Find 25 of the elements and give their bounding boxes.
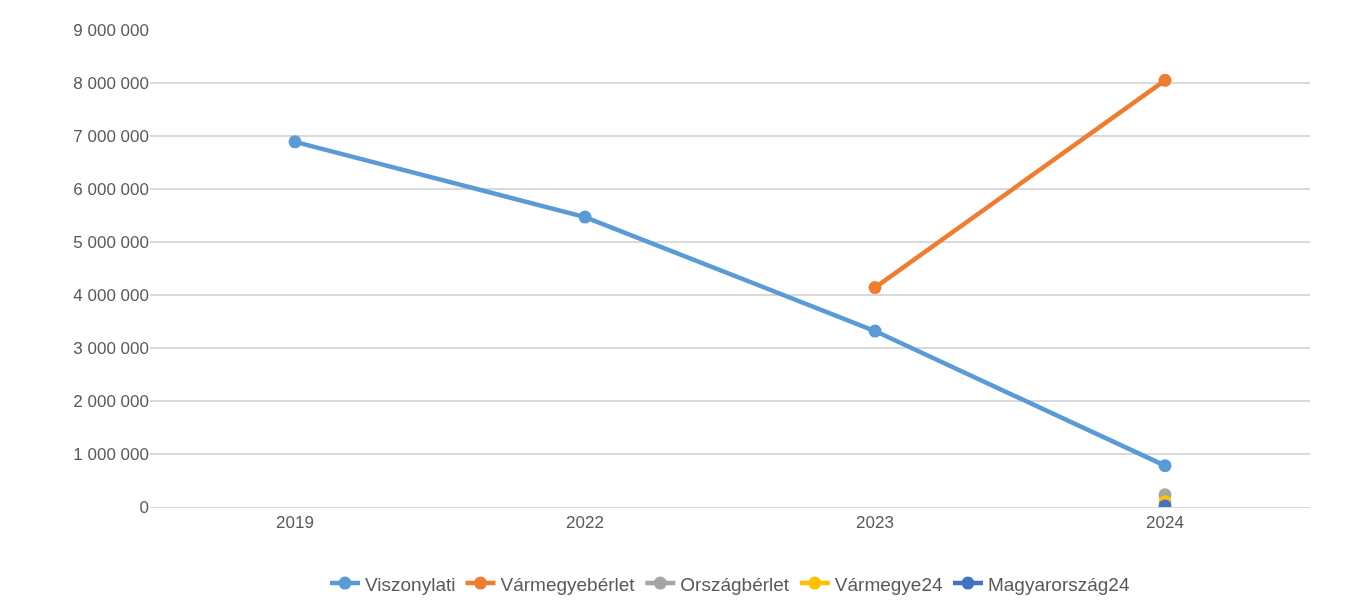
y-tick-label: 1 000 000	[73, 444, 149, 464]
point	[868, 324, 882, 338]
y-tick-label: 6 000 000	[73, 179, 149, 199]
y-tick-label: 5 000 000	[73, 232, 149, 252]
legend-label: Országbérlet	[680, 573, 790, 595]
x-tick-label: 2022	[566, 513, 604, 533]
point	[578, 210, 592, 224]
point	[868, 281, 882, 295]
point	[288, 135, 302, 149]
y-tick-label: 3 000 000	[73, 338, 149, 358]
point	[1158, 73, 1172, 87]
y-tick-label: 8 000 000	[73, 73, 149, 93]
y-tick-label: 4 000 000	[73, 285, 149, 305]
legend-label: Magyarország24	[987, 573, 1130, 595]
point	[1158, 459, 1172, 473]
y-tick-label: 9 000 000	[73, 20, 149, 40]
y-tick-label: 0	[139, 497, 149, 517]
x-tick-label: 2019	[276, 513, 314, 533]
x-tick-label: 2023	[856, 513, 894, 533]
x-tick-label: 2024	[1146, 513, 1184, 533]
legend-label: Vármegyebérlet	[500, 573, 636, 595]
y-tick-label: 7 000 000	[73, 126, 149, 146]
legend-label: Viszonylati	[365, 573, 456, 595]
y-tick-label: 2 000 000	[73, 391, 149, 411]
legend-label: Vármegye24	[834, 573, 943, 595]
